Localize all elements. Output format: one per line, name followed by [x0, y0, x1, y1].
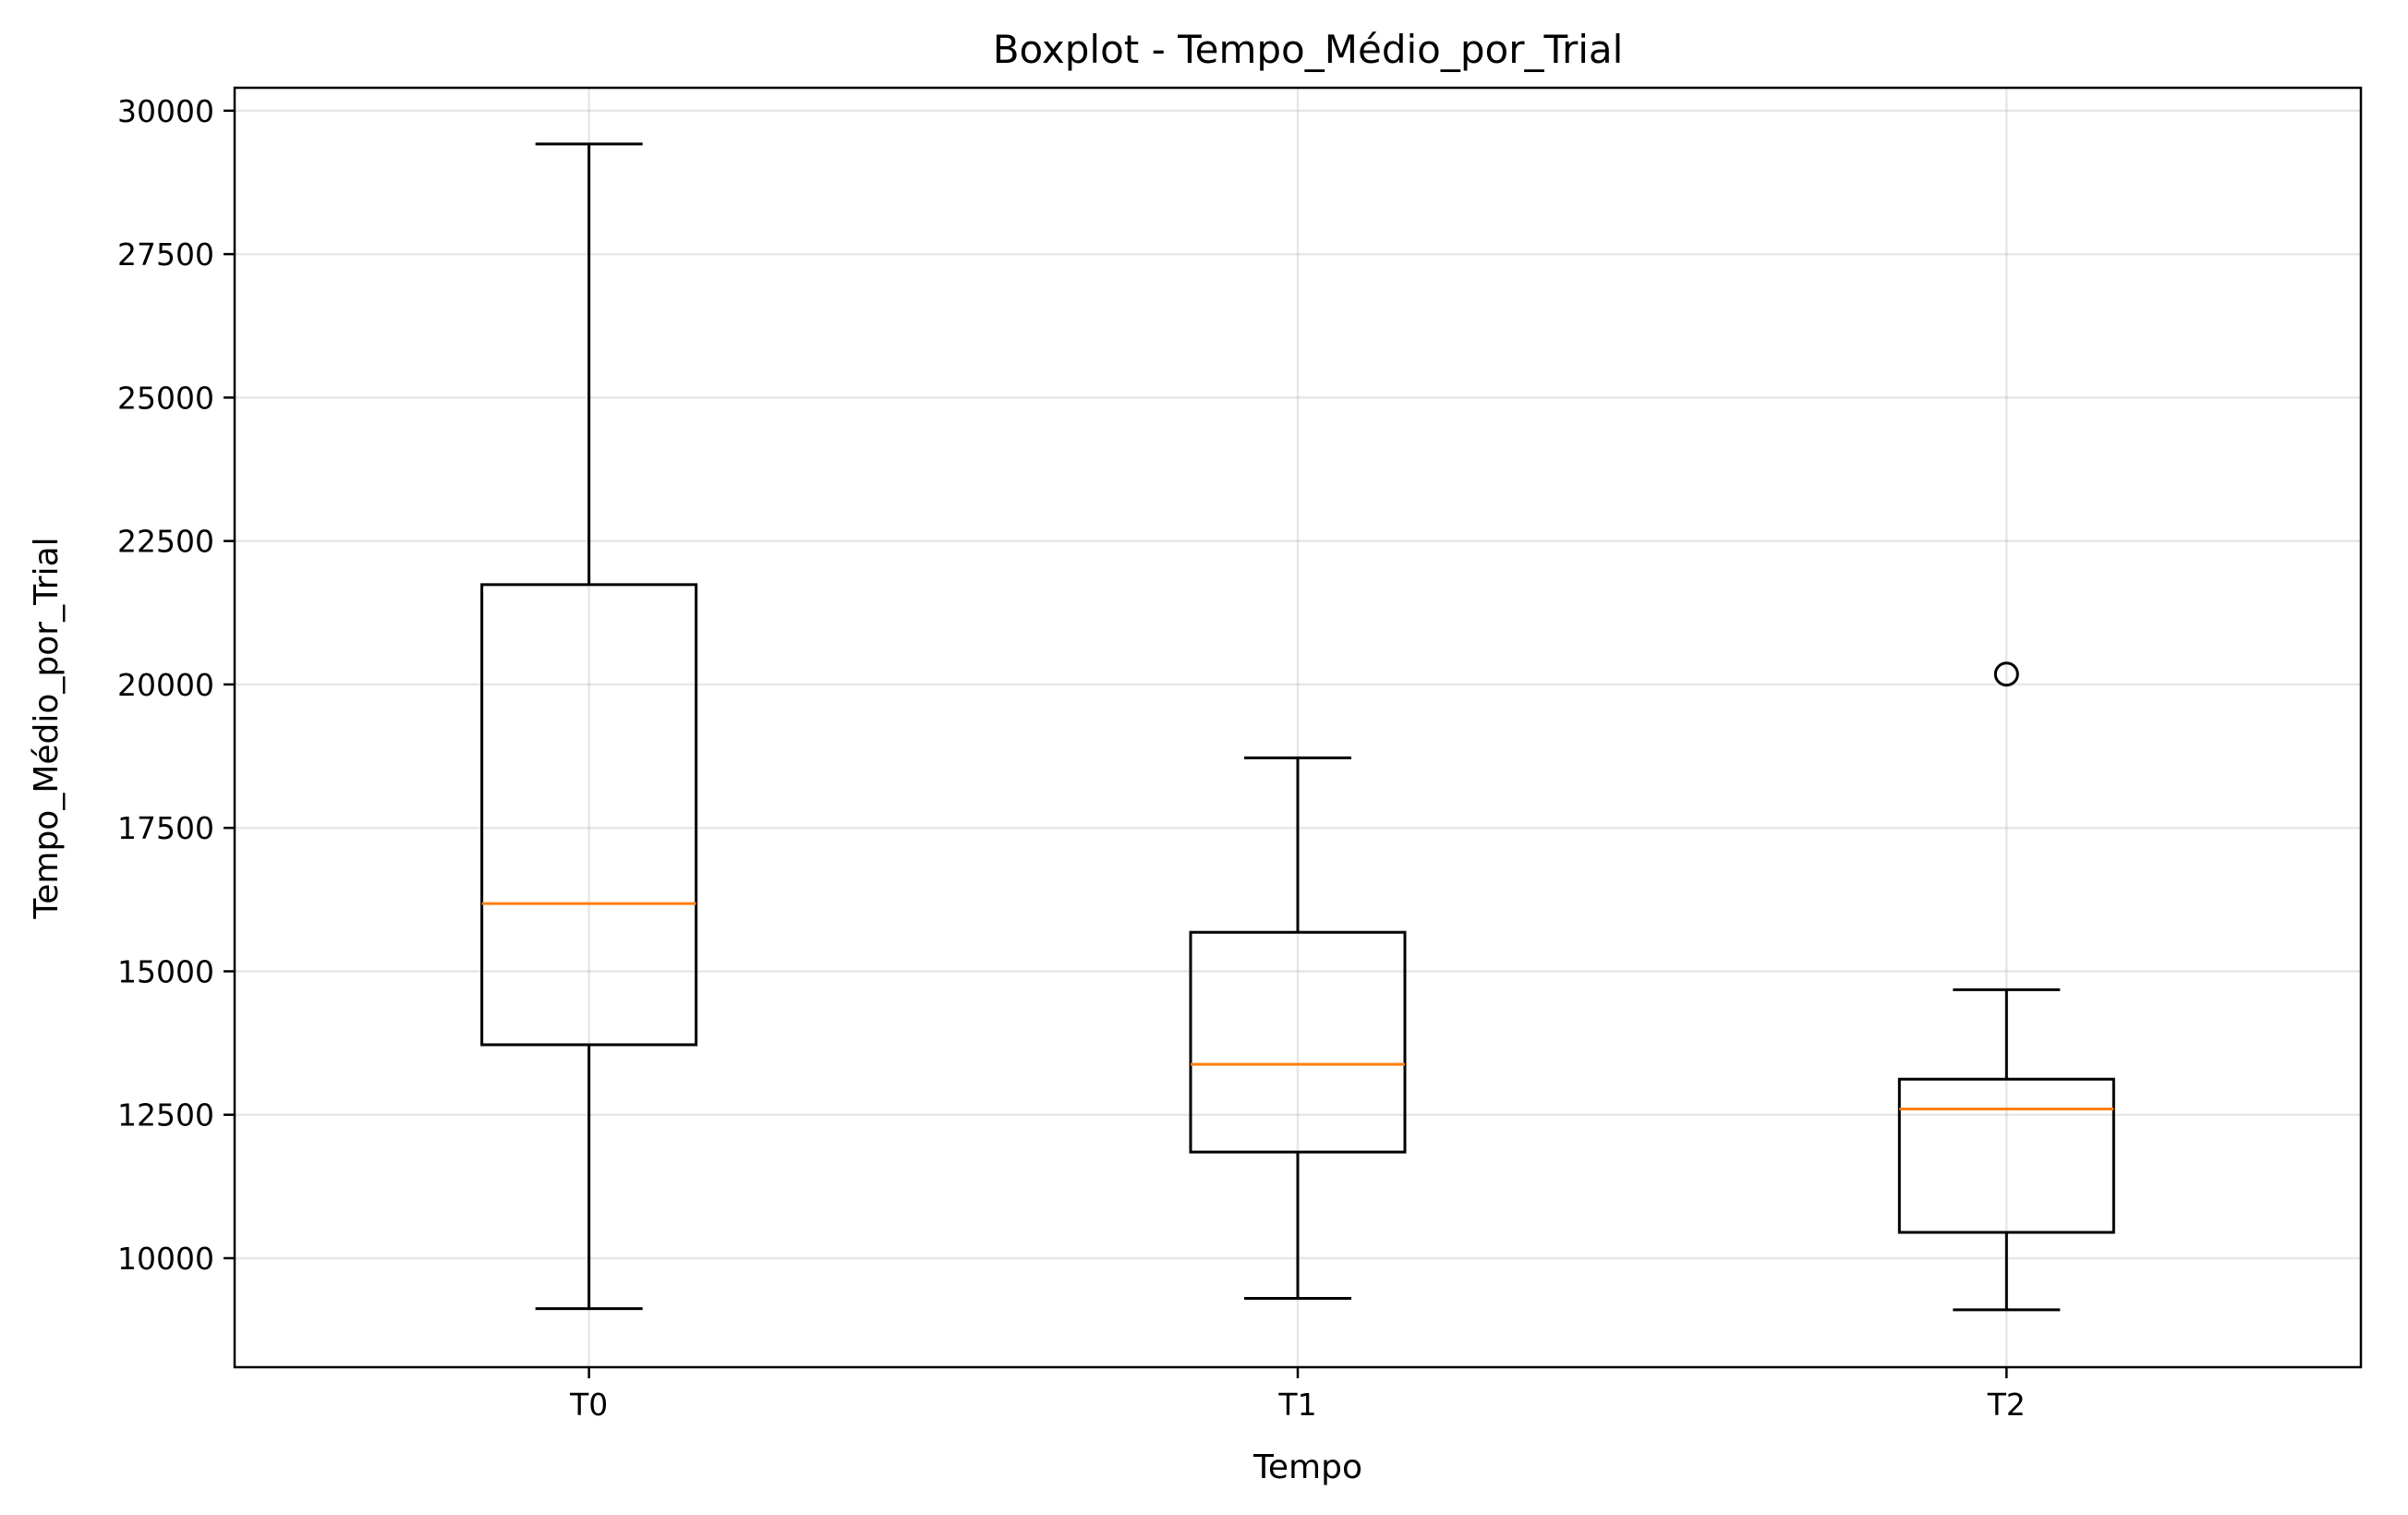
y-tick-label: 17500	[117, 810, 214, 846]
y-tick-label: 12500	[117, 1097, 214, 1133]
box-T1	[1189, 756, 1407, 1300]
chart-title: Boxplot - Tempo_Médio_por_Trial	[993, 27, 1624, 72]
x-tick-label: T1	[1277, 1387, 1316, 1423]
y-tick-label: 20000	[117, 667, 214, 703]
box-series	[480, 142, 2115, 1312]
y-tick-label: 27500	[117, 236, 214, 273]
y-tick-label: 22500	[117, 524, 214, 560]
box-T2	[1897, 661, 2115, 1312]
iqr-box	[1189, 930, 1407, 1154]
x-tick-label: T2	[1987, 1387, 2026, 1423]
y-tick-label: 30000	[117, 93, 214, 129]
outlier-point	[1993, 661, 2019, 687]
x-tick-label: T0	[569, 1387, 608, 1423]
y-tick-label: 15000	[117, 953, 214, 989]
iqr-box	[480, 583, 698, 1047]
x-axis-label: Tempo	[1252, 1448, 1362, 1486]
iqr-box	[1897, 1077, 2115, 1234]
y-tick-label: 25000	[117, 380, 214, 416]
plot-frame	[233, 86, 2363, 1369]
box-T0	[480, 142, 698, 1311]
y-axis-label: Tempo_Médio_por_Trial	[28, 537, 66, 919]
y-tick-label: 10000	[117, 1241, 214, 1277]
y-axis: 10000 12500 15000 17500 20000 22500 25000 27500…	[117, 93, 235, 1277]
x-axis: T0 T1 T2	[569, 1367, 2026, 1423]
